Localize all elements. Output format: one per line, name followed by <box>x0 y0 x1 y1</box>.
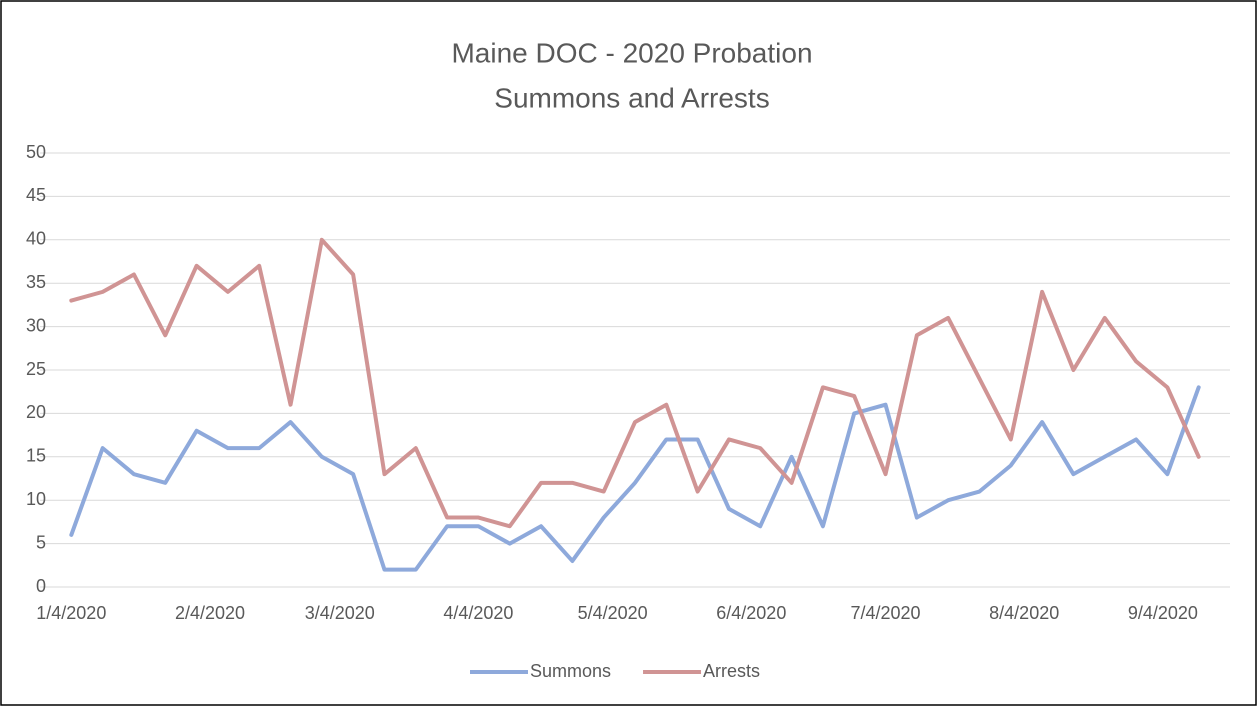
y-tick-label: 50 <box>26 142 46 162</box>
x-tick-label: 3/4/2020 <box>305 603 375 623</box>
y-tick-label: 45 <box>26 185 46 205</box>
y-tick-label: 30 <box>26 315 46 335</box>
x-tick-label: 2/4/2020 <box>175 603 245 623</box>
x-tick-label: 6/4/2020 <box>716 603 786 623</box>
y-tick-label: 15 <box>26 446 46 466</box>
x-tick-label: 5/4/2020 <box>578 603 648 623</box>
y-tick-label: 25 <box>26 359 46 379</box>
y-tick-label: 10 <box>26 489 46 509</box>
x-tick-label: 4/4/2020 <box>443 603 513 623</box>
series-line <box>69 237 1201 529</box>
chart-title: Summons and Arrests <box>494 82 769 113</box>
legend-label: Summons <box>530 661 611 681</box>
y-tick-label: 20 <box>26 402 46 422</box>
series-line <box>69 385 1201 572</box>
y-tick-label: 40 <box>26 229 46 249</box>
x-tick-label: 8/4/2020 <box>989 603 1059 623</box>
y-tick-label: 5 <box>36 532 46 552</box>
chart-title: Maine DOC - 2020 Probation <box>451 37 812 68</box>
y-tick-label: 0 <box>36 576 46 596</box>
x-tick-label: 1/4/2020 <box>36 603 106 623</box>
x-tick-label: 9/4/2020 <box>1128 603 1198 623</box>
legend-label: Arrests <box>703 661 760 681</box>
x-tick-label: 7/4/2020 <box>850 603 920 623</box>
y-tick-label: 35 <box>26 272 46 292</box>
